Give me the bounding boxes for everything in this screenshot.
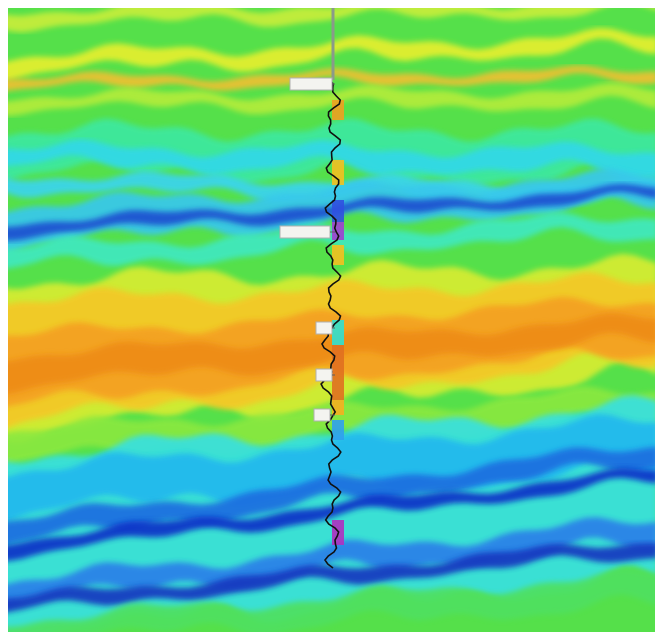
well-top-marker	[315, 368, 333, 382]
layer	[8, 517, 655, 608]
layer	[8, 447, 655, 545]
layer	[8, 8, 655, 33]
log-segment	[332, 160, 344, 185]
log-segment	[332, 245, 344, 265]
layer	[8, 27, 655, 81]
log-segment	[332, 345, 344, 400]
layer	[8, 183, 655, 241]
log-trace	[320, 79, 342, 569]
layer	[8, 212, 655, 269]
layer	[8, 82, 655, 116]
well-top-marker	[289, 77, 333, 91]
layer	[8, 468, 655, 561]
log-segment	[332, 200, 344, 222]
log-segment	[332, 420, 344, 440]
layer	[8, 568, 655, 632]
layer	[8, 543, 655, 613]
well-top-marker	[313, 408, 331, 422]
layer	[8, 139, 655, 179]
log-segment	[332, 100, 344, 120]
well-top-marker	[279, 225, 331, 239]
well	[279, 8, 344, 569]
layer	[8, 414, 655, 521]
log-segment	[332, 320, 344, 345]
well-top-marker	[315, 321, 333, 335]
